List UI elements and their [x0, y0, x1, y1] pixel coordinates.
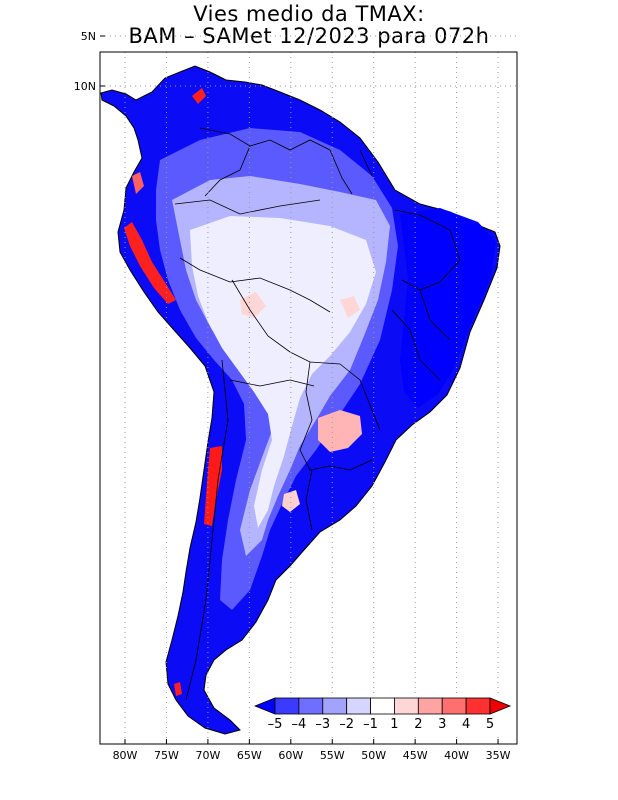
map-frame	[99, 51, 518, 745]
colorbar-swatch	[465, 697, 491, 715]
lon-tick-label: 75W	[154, 749, 179, 762]
bias-region-andes-colombia	[192, 88, 206, 104]
colorbar-label: –3	[315, 717, 330, 732]
lon-tick-label: 65W	[237, 749, 262, 762]
colorbar-swatch	[417, 697, 443, 715]
colorbar-label: –2	[339, 717, 354, 732]
colorbar-swatch	[394, 697, 419, 715]
map-title-line1: Vies medio da TMAX:	[193, 2, 425, 26]
bias-region-warm-goias	[340, 296, 360, 318]
colorbar-swatch	[274, 697, 300, 715]
colorbar-label: 4	[462, 717, 470, 732]
colorbar-arrow-high	[489, 697, 512, 715]
lon-tick-label: 50W	[361, 749, 386, 762]
colorbar-swatch	[322, 697, 348, 715]
colorbar-swatch	[441, 697, 467, 715]
bias-region-northeast-brazil	[400, 208, 496, 408]
colorbar-label: 3	[438, 717, 446, 732]
bias-region-patagonia-warm	[174, 682, 182, 696]
bias-region-warm-paraguay	[318, 410, 362, 452]
colorbar-label: 2	[414, 717, 422, 732]
latitude-axis: 10N5NEQ5S10S15S20S25S30S35S40S45S50S55S	[74, 30, 105, 93]
bias-region-warm-central-brazil	[240, 292, 266, 318]
colorbar-label: –4	[291, 717, 306, 732]
colorbar-label: 1	[390, 717, 398, 732]
colorbar-swatch	[298, 697, 324, 715]
colorbar-swatch	[346, 697, 371, 715]
colorbar-swatch	[370, 697, 395, 715]
bias-region-warm-argentina	[282, 490, 300, 512]
bias-region-andes-ecuador	[132, 172, 144, 194]
bias-region-andes-chile	[204, 446, 222, 526]
map-plot-area	[100, 65, 501, 735]
lon-tick-label: 55W	[320, 749, 345, 762]
lat-lon-grid	[100, 35, 517, 744]
lon-tick-label: 80W	[113, 749, 138, 762]
lon-tick-label: 35W	[486, 749, 511, 762]
lat-tick-label: 5N	[81, 30, 96, 43]
colorbar-label: –1	[363, 717, 378, 732]
lon-tick-label: 60W	[278, 749, 303, 762]
colorbar: –5 –4 –3 –2 –1 1 2 3 4 5	[251, 694, 514, 736]
lat-tick-label: 10N	[74, 80, 96, 93]
lon-tick-label: 70W	[195, 749, 220, 762]
longitude-axis: 80W 75W 70W 65W 60W 55W 50W 45W 40W 35W	[113, 739, 511, 762]
bias-region-near-neutral	[190, 216, 376, 528]
map-title-line2: BAM – SAMet 12/2023 para 072h	[128, 24, 490, 48]
country-borders	[174, 127, 461, 701]
lon-tick-label: 40W	[444, 749, 469, 762]
bias-region-andes-peru	[124, 222, 176, 304]
colorbar-label: –5	[268, 717, 283, 732]
lon-tick-label: 45W	[403, 749, 428, 762]
colorbar-label: 5	[486, 717, 494, 732]
